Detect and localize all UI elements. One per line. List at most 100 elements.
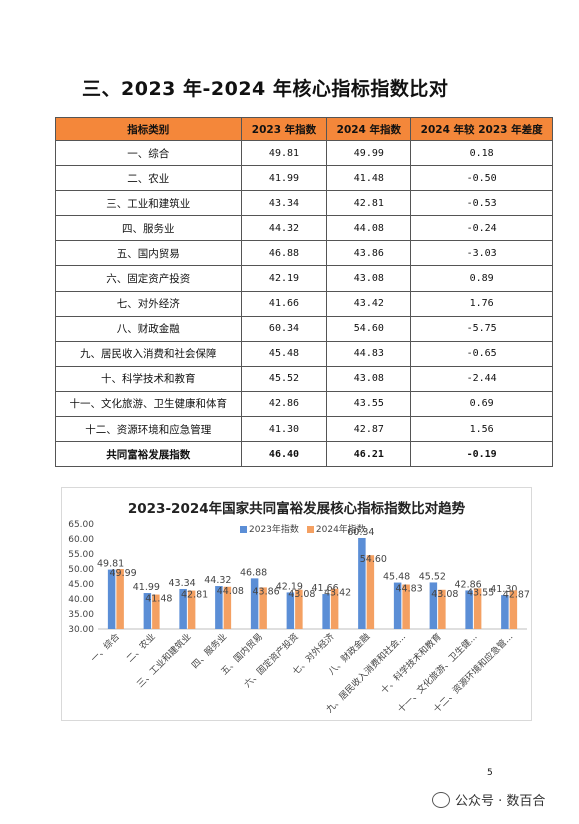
data-label-2024: 43.42 bbox=[324, 588, 351, 599]
bar-2024 bbox=[116, 569, 124, 629]
x-tick-label: 十、科学技术和教育 bbox=[378, 631, 444, 697]
cell-2023: 46.40 bbox=[240, 441, 328, 468]
data-label-2023: 49.81 bbox=[97, 559, 124, 570]
cell-2023: 45.48 bbox=[240, 340, 328, 367]
cell-2023: 45.52 bbox=[240, 365, 328, 392]
bar-2023 bbox=[358, 537, 366, 629]
data-label-2024: 43.08 bbox=[288, 589, 315, 600]
wechat-icon bbox=[432, 791, 450, 808]
watermark: 公众号 · 数百合 bbox=[432, 790, 545, 809]
cell-category: 八、财政金融 bbox=[55, 315, 242, 342]
bar-2023 bbox=[501, 595, 509, 629]
bar-2023 bbox=[465, 590, 473, 629]
data-label-2023: 41.99 bbox=[133, 582, 160, 593]
cell-diff: -5.75 bbox=[410, 315, 553, 342]
index-comparison-table: 指标类别 2023 年指数 2024 年指数 2024 年较 2023 年差度 … bbox=[55, 117, 553, 468]
cell-2023: 43.34 bbox=[240, 190, 328, 217]
cell-category: 七、对外经济 bbox=[55, 290, 242, 317]
page-number: 5 bbox=[487, 768, 493, 778]
bar-2024 bbox=[152, 594, 160, 629]
data-label-2024: 43.86 bbox=[253, 586, 280, 597]
cell-2023: 60.34 bbox=[240, 315, 328, 342]
cell-category: 三、工业和建筑业 bbox=[55, 190, 242, 217]
cell-2023: 49.81 bbox=[240, 139, 328, 167]
bar-2023 bbox=[322, 594, 330, 629]
cell-diff: 0.18 bbox=[410, 139, 553, 167]
bar-2024 bbox=[438, 589, 446, 629]
table-row: 八、财政金融 60.34 54.60 -5.75 bbox=[55, 315, 553, 342]
cell-2023: 44.32 bbox=[240, 215, 328, 242]
bar-2024 bbox=[509, 590, 518, 629]
legend-item-2024: 2024年指数 bbox=[306, 522, 366, 535]
legend-swatch-2024 bbox=[306, 526, 314, 533]
bar-2023 bbox=[393, 582, 402, 629]
y-tick-label: 30.00 bbox=[68, 625, 94, 635]
bar-2024 bbox=[295, 589, 303, 629]
data-label-2024: 49.99 bbox=[110, 568, 137, 579]
data-label-2023: 41.66 bbox=[312, 583, 339, 594]
bar-2023 bbox=[179, 588, 187, 629]
data-label-2023: 45.48 bbox=[383, 572, 410, 583]
data-label-2023: 41.30 bbox=[490, 584, 517, 595]
cell-2023: 42.86 bbox=[240, 390, 328, 418]
header-2023: 2023 年指数 bbox=[240, 117, 328, 141]
cell-diff: 1.76 bbox=[410, 290, 553, 317]
legend-swatch-2023 bbox=[240, 526, 247, 533]
bar-2024 bbox=[473, 588, 482, 629]
table-row: 二、农业 41.99 41.48 -0.50 bbox=[55, 165, 553, 192]
data-label-2024: 44.83 bbox=[396, 584, 423, 595]
bar-2023 bbox=[107, 569, 116, 629]
table-row: 一、综合 49.81 49.99 0.18 bbox=[55, 139, 553, 167]
data-label-2023: 45.52 bbox=[419, 571, 446, 582]
bar-2023 bbox=[429, 582, 438, 629]
section-title: 三、2023 年-2024 年核心指标指数比对 bbox=[82, 78, 449, 100]
bar-2024 bbox=[330, 588, 339, 629]
table-row: 七、对外经济 41.66 43.42 1.76 bbox=[55, 290, 553, 317]
cell-category: 五、国内贸易 bbox=[55, 240, 242, 267]
y-tick-label: 40.00 bbox=[68, 595, 94, 605]
cell-2024: 41.48 bbox=[326, 165, 412, 192]
cell-2024: 46.21 bbox=[326, 441, 412, 468]
data-label-2024: 44.08 bbox=[217, 586, 244, 597]
chart-title: 2023-2024年国家共同富裕发展核心指标指数比对趋势 bbox=[127, 501, 466, 517]
cell-2024: 43.42 bbox=[326, 290, 412, 317]
cell-category: 六、固定资产投资 bbox=[55, 265, 242, 292]
table-row: 十、科学技术和教育 45.52 43.08 -2.44 bbox=[55, 365, 553, 392]
header-diff: 2024 年较 2023 年差度 bbox=[410, 117, 553, 141]
cell-2024: 42.81 bbox=[326, 190, 412, 217]
chart-container: 2023-2024年国家共同富裕发展核心指标指数比对趋势 2023年指数 202… bbox=[61, 487, 532, 721]
data-label-2024: 42.81 bbox=[181, 590, 208, 601]
bar-2024 bbox=[223, 586, 232, 629]
cell-2024: 44.08 bbox=[326, 215, 412, 242]
table-row: 五、国内贸易 46.88 43.86 -3.03 bbox=[55, 240, 553, 267]
data-label-2024: 42.87 bbox=[503, 589, 530, 600]
cell-diff: 1.56 bbox=[410, 416, 553, 443]
cell-diff: -0.53 bbox=[410, 190, 553, 217]
y-tick-label: 60.00 bbox=[68, 535, 94, 545]
data-label-2023: 42.19 bbox=[276, 581, 303, 592]
cell-diff: -0.50 bbox=[410, 165, 553, 192]
bar-2023 bbox=[215, 586, 223, 629]
cell-2024: 43.86 bbox=[326, 240, 412, 267]
cell-category: 十、科学技术和教育 bbox=[55, 365, 242, 392]
cell-category: 九、居民收入消费和社会保障 bbox=[55, 340, 242, 367]
watermark-text: 公众号 · 数百合 bbox=[455, 794, 546, 809]
cell-category: 一、综合 bbox=[55, 139, 242, 167]
y-tick-label: 45.00 bbox=[68, 580, 94, 590]
table-total-row: 共同富裕发展指数 46.40 46.21 -0.19 bbox=[55, 441, 553, 468]
cell-2023: 41.99 bbox=[240, 165, 328, 192]
cell-diff: -2.44 bbox=[410, 365, 553, 392]
data-label-2023: 43.34 bbox=[169, 578, 196, 589]
bar-2024 bbox=[259, 587, 267, 629]
cell-2024: 42.87 bbox=[326, 416, 412, 443]
bar-chart: 30.00 35.00 40.00 45.00 50.00 55.00 60.00 65.00… bbox=[68, 520, 530, 715]
y-tick-label: 55.00 bbox=[68, 550, 94, 560]
y-tick-label: 50.00 bbox=[68, 565, 94, 575]
bar-2024 bbox=[402, 584, 410, 629]
bar-2023 bbox=[143, 593, 152, 629]
bar-2024 bbox=[366, 555, 375, 629]
cell-2023: 41.30 bbox=[240, 416, 328, 443]
header-2024: 2024 年指数 bbox=[326, 117, 412, 141]
cell-2024: 54.60 bbox=[326, 315, 412, 342]
cell-2024: 49.99 bbox=[326, 139, 412, 167]
